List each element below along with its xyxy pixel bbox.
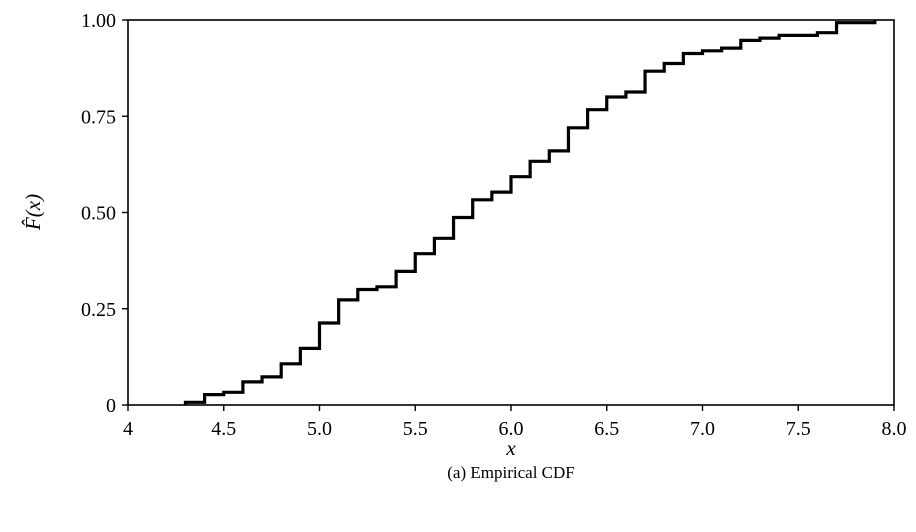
x-tick-label: 4.5: [211, 418, 236, 440]
chart-caption: (a) Empirical CDF: [447, 463, 574, 482]
y-tick-label: 0.25: [81, 299, 116, 321]
x-axis-label: x: [505, 436, 516, 460]
y-axis-ticks: 0 0.25 0.50 0.75 1.00: [81, 10, 128, 417]
y-tick-label: 1.00: [81, 10, 116, 32]
x-tick-label: 8.0: [882, 418, 907, 440]
x-tick-label: 5.0: [307, 418, 332, 440]
y-tick-label: 0.50: [81, 203, 116, 225]
x-tick-label: 4: [123, 418, 133, 440]
x-tick-label: 7.0: [690, 418, 715, 440]
y-tick-label: 0: [106, 395, 116, 417]
x-tick-label: 5.5: [403, 418, 428, 440]
plot-area-frame: [128, 20, 894, 405]
x-tick-label: 6.5: [594, 418, 619, 440]
ecdf-step-line: [185, 20, 874, 405]
series-layer: [185, 20, 874, 405]
y-tick-label: 0.75: [81, 106, 116, 128]
x-tick-label: 7.5: [786, 418, 811, 440]
y-axis-label: F̂(x): [21, 194, 45, 231]
